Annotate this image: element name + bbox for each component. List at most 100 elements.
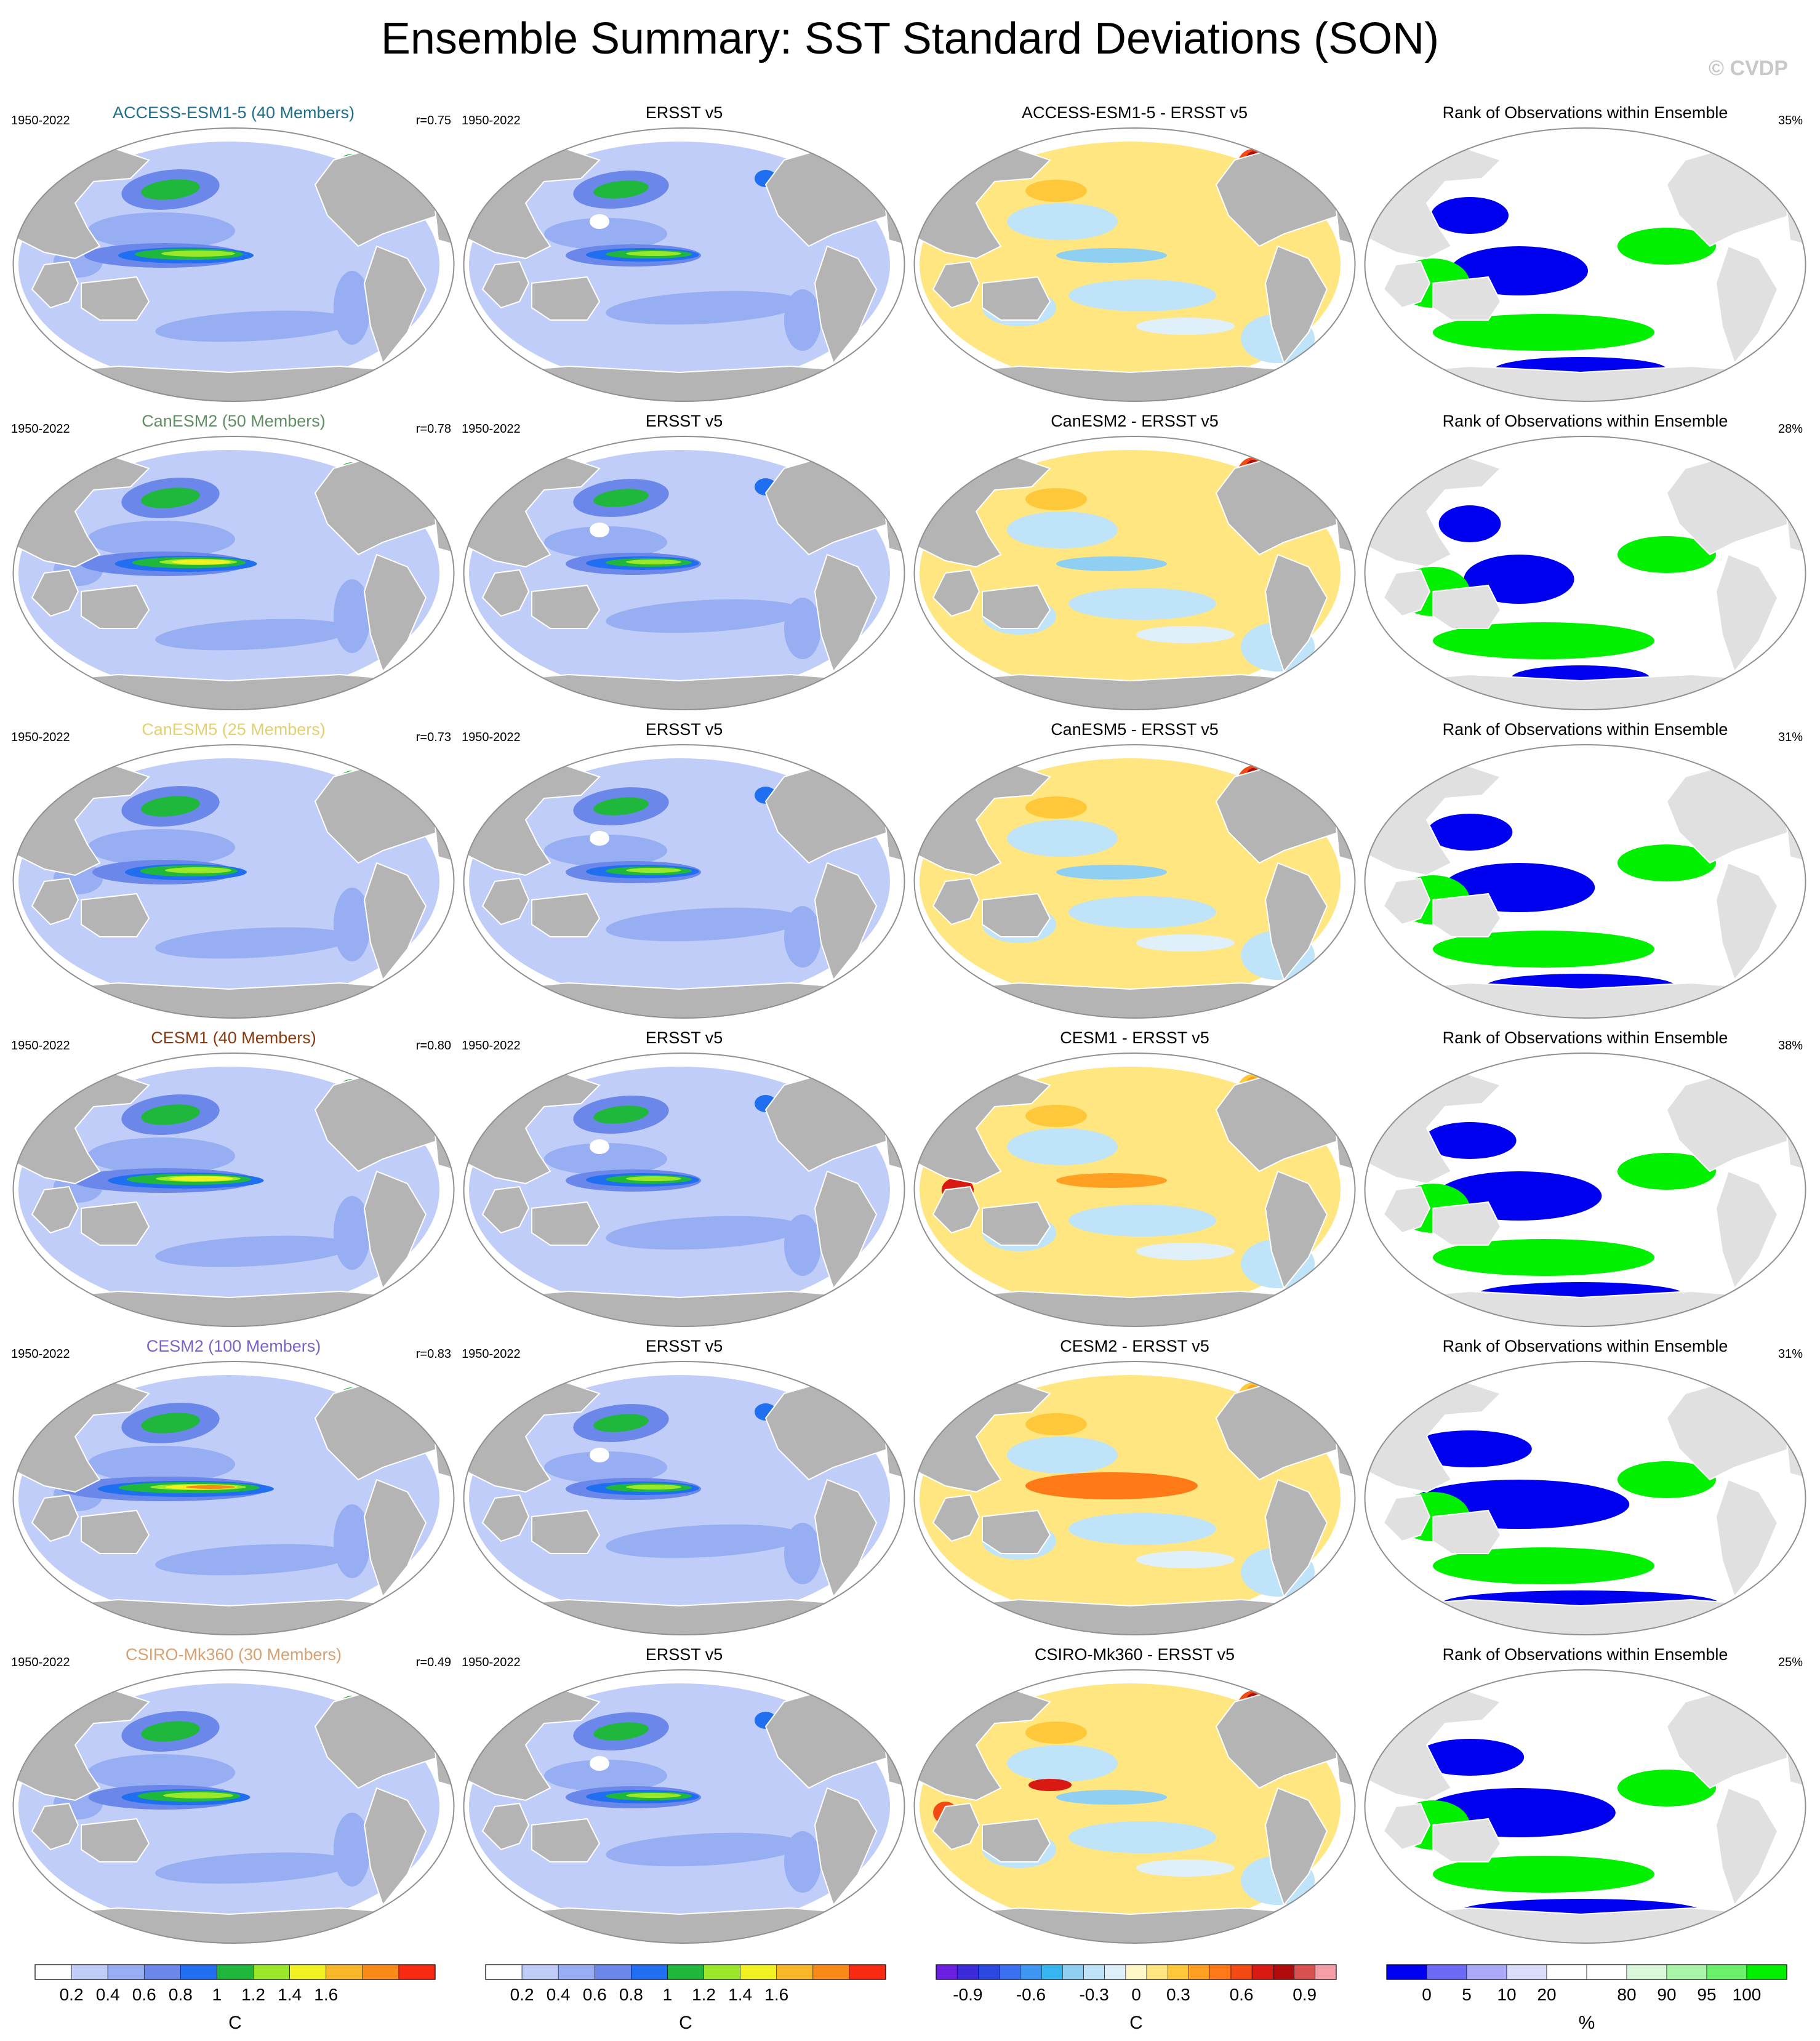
panel-title: CanESM2 (50 Members) bbox=[142, 412, 326, 430]
map-outline bbox=[1364, 127, 1806, 402]
field-contour bbox=[1056, 865, 1167, 880]
colorbar-swatch bbox=[978, 1964, 1000, 1980]
map-svg bbox=[463, 1669, 905, 1944]
field-contour bbox=[606, 291, 803, 325]
field-contour bbox=[141, 179, 200, 200]
map-svg bbox=[12, 436, 455, 710]
field-contour bbox=[626, 559, 681, 564]
map bbox=[7, 1357, 460, 1640]
field-contour bbox=[590, 1139, 609, 1154]
colorbar-swatch bbox=[326, 1964, 363, 1980]
colorbar-tick-label: 1.6 bbox=[764, 1985, 788, 2004]
colorbar-swatch bbox=[1746, 1964, 1787, 1980]
period-label: 1950-2022 bbox=[11, 1039, 70, 1053]
field-contour bbox=[544, 1760, 667, 1792]
field-contour bbox=[593, 180, 649, 199]
colorbar-tick-label: 0.6 bbox=[132, 1985, 156, 2004]
field-contour bbox=[1136, 626, 1235, 643]
map bbox=[458, 431, 910, 715]
colorbar-swatch bbox=[956, 1964, 979, 1980]
colorbar-2: 0.2 0.4 0.6 0.8 1 1.2 1.4 1.6 C bbox=[483, 1964, 889, 2039]
map-svg bbox=[913, 744, 1356, 1019]
field-contour bbox=[590, 523, 609, 537]
field-contour bbox=[1056, 1790, 1167, 1805]
colorbar-swatch bbox=[1041, 1964, 1063, 1980]
field-contour bbox=[169, 1176, 233, 1181]
field-contour bbox=[1433, 1856, 1654, 1893]
field-contour bbox=[334, 1196, 371, 1270]
map-svg bbox=[12, 1669, 455, 1944]
map-svg bbox=[12, 127, 455, 402]
field-contour bbox=[1007, 820, 1118, 857]
colorbar-swatch bbox=[936, 1964, 958, 1980]
colorbar-swatch bbox=[667, 1964, 704, 1980]
map-svg bbox=[463, 744, 905, 1019]
panel-r6-c4: Rank of Observations within Ensemble 25% bbox=[1359, 1640, 1811, 1948]
field-contour bbox=[1007, 511, 1118, 548]
rank-percent: 25% bbox=[1778, 1656, 1803, 1669]
field-contour bbox=[1007, 1128, 1118, 1165]
panel-r2-c2: ERSST v5 1950-2022 bbox=[458, 407, 910, 715]
colorbar-tick-label: 0.2 bbox=[60, 1985, 84, 2004]
rank-percent: 31% bbox=[1778, 1347, 1803, 1361]
colorbar-1: 0.2 0.4 0.6 0.8 1 1.2 1.4 1.6 C bbox=[32, 1964, 438, 2039]
field-contour bbox=[1056, 248, 1167, 263]
map-outline bbox=[463, 744, 905, 1019]
map bbox=[7, 123, 460, 406]
colorbar-unit: % bbox=[1579, 2013, 1595, 2033]
page-title: Ensemble Summary: SST Standard Deviation… bbox=[380, 14, 1440, 63]
colorbar-swatch bbox=[1209, 1964, 1232, 1980]
field-contour bbox=[155, 619, 352, 651]
field-contour bbox=[172, 559, 231, 564]
map bbox=[458, 123, 910, 406]
field-contour bbox=[784, 289, 821, 351]
period-label: 1950-2022 bbox=[11, 731, 70, 744]
map-svg bbox=[463, 1053, 905, 1327]
panel-r5-c2: ERSST v5 1950-2022 bbox=[458, 1332, 910, 1640]
colorbar-swatch bbox=[1273, 1964, 1294, 1980]
map-outline bbox=[1364, 436, 1806, 710]
field-contour bbox=[1068, 1205, 1216, 1237]
field-contour bbox=[1433, 314, 1654, 351]
map-outline bbox=[913, 1669, 1356, 1944]
field-contour bbox=[784, 598, 821, 659]
colorbar-3: -0.9 -0.6 -0.3 0 0.3 0.6 0.9 C bbox=[933, 1964, 1339, 2039]
colorbar-swatch bbox=[253, 1964, 290, 1980]
field-contour bbox=[87, 1446, 235, 1483]
map bbox=[1359, 1357, 1811, 1640]
panel-title: CESM1 - ERSST v5 bbox=[1060, 1029, 1209, 1047]
land-mask bbox=[463, 455, 905, 710]
colorbar-swatch bbox=[776, 1964, 814, 1980]
field-contour bbox=[544, 218, 667, 250]
colorbar-swatch bbox=[71, 1964, 108, 1980]
map-svg bbox=[1364, 1053, 1806, 1327]
field-contour bbox=[87, 1137, 235, 1174]
map-outline bbox=[913, 436, 1356, 710]
colorbar-tick-label: 100 bbox=[1733, 1985, 1762, 2004]
pattern-correlation: r=0.80 bbox=[415, 1039, 451, 1053]
field-contour bbox=[544, 835, 667, 867]
colorbar-swatch bbox=[289, 1964, 327, 1980]
field-contour bbox=[141, 1721, 200, 1742]
map bbox=[1359, 431, 1811, 715]
colorbar-swatch bbox=[999, 1964, 1021, 1980]
colorbar-tick-label: 5 bbox=[1462, 1985, 1472, 2004]
field-contour bbox=[1025, 1722, 1087, 1744]
pattern-correlation: r=0.83 bbox=[415, 1347, 451, 1361]
field-contour bbox=[784, 1831, 821, 1893]
colorbar-swatch bbox=[1546, 1964, 1587, 1980]
map bbox=[7, 740, 460, 1023]
panel-title: CanESM5 (25 Members) bbox=[142, 720, 326, 739]
period-label: 1950-2022 bbox=[462, 731, 521, 744]
colorbar-swatch bbox=[180, 1964, 217, 1980]
field-contour bbox=[1068, 1821, 1216, 1853]
field-contour bbox=[155, 1235, 352, 1267]
field-contour bbox=[1025, 796, 1087, 819]
field-contour bbox=[544, 1451, 667, 1483]
colorbar-swatch bbox=[849, 1964, 886, 1980]
panel-title: ERSST v5 bbox=[645, 1337, 723, 1355]
field-contour bbox=[1025, 1105, 1087, 1127]
panel-title: Rank of Observations within Ensemble bbox=[1442, 1645, 1728, 1664]
map-outline bbox=[913, 744, 1356, 1019]
colorbar-tick-label: 1.2 bbox=[692, 1985, 716, 2004]
